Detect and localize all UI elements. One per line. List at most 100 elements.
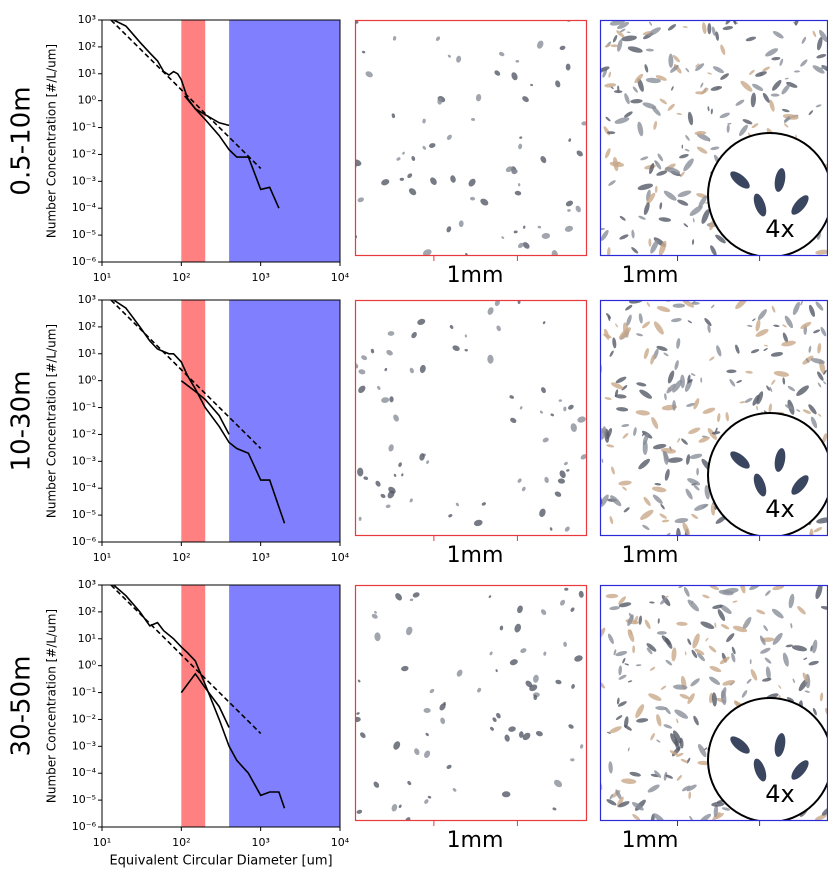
particle — [674, 709, 689, 719]
particle — [720, 73, 730, 80]
particle — [820, 66, 828, 70]
particle — [710, 245, 717, 256]
particle — [450, 175, 456, 183]
particle — [525, 680, 533, 688]
particle — [654, 160, 658, 164]
particle — [802, 672, 809, 683]
particle — [543, 651, 547, 656]
particle — [720, 44, 726, 55]
particle — [713, 805, 719, 818]
band — [181, 300, 206, 542]
particle — [814, 814, 827, 821]
particle — [808, 110, 814, 116]
particle — [622, 486, 627, 491]
particle — [401, 665, 409, 672]
particle — [752, 83, 764, 91]
particle — [715, 234, 726, 244]
particle — [642, 31, 652, 36]
x-tick-label: 10¹ — [93, 551, 111, 564]
particle — [636, 333, 644, 337]
particle — [747, 324, 753, 328]
row-label: 0.5-10m — [7, 86, 37, 195]
particle — [689, 453, 703, 459]
particle — [772, 79, 782, 91]
particle — [691, 301, 700, 305]
particle — [672, 303, 686, 308]
particle — [644, 64, 649, 73]
particle — [446, 134, 452, 140]
particle — [541, 232, 551, 239]
particle — [564, 225, 574, 232]
particle — [632, 645, 636, 654]
particle — [529, 684, 538, 692]
particle — [411, 155, 416, 161]
particle — [549, 527, 553, 531]
particle — [610, 44, 619, 48]
x-tick-label: 10² — [172, 836, 190, 849]
particle — [412, 592, 420, 598]
inset-label: 4x — [765, 780, 794, 808]
inset-circle — [707, 412, 828, 536]
particle — [580, 454, 587, 460]
particle — [666, 383, 676, 394]
particle — [550, 413, 554, 417]
particle — [555, 80, 561, 88]
particle — [690, 373, 696, 376]
particle — [637, 183, 653, 191]
particle — [770, 93, 780, 97]
particle — [422, 249, 432, 256]
x-tick-label: 10² — [172, 271, 190, 284]
particle — [501, 236, 505, 239]
particle — [752, 318, 756, 322]
particle — [686, 379, 693, 384]
particle — [786, 697, 794, 702]
particle — [720, 624, 730, 630]
particle — [389, 396, 394, 403]
image-frame — [354, 19, 588, 257]
particle — [464, 334, 467, 338]
band — [229, 20, 340, 262]
particle — [523, 225, 526, 229]
particle — [488, 595, 492, 599]
particle — [509, 395, 514, 399]
particle — [642, 524, 650, 531]
particle — [692, 218, 695, 223]
particle — [361, 50, 366, 54]
particle — [361, 355, 368, 361]
particle — [648, 238, 652, 247]
particle — [641, 321, 651, 329]
particle — [745, 370, 753, 374]
particle — [674, 517, 689, 524]
particle — [732, 600, 738, 603]
particle — [816, 37, 823, 51]
particle — [498, 51, 505, 57]
particle — [759, 635, 766, 646]
particle — [464, 348, 468, 352]
inset-particle — [753, 758, 767, 782]
particle — [651, 106, 661, 116]
particle — [726, 124, 730, 133]
particle — [477, 687, 482, 693]
particle — [638, 615, 643, 625]
particle — [425, 732, 429, 737]
particle — [816, 54, 827, 59]
particle — [469, 196, 476, 201]
x-tick-label: 10³ — [251, 551, 269, 564]
particle — [673, 684, 688, 690]
particle — [618, 674, 627, 680]
particle — [677, 190, 692, 198]
data-line — [113, 300, 286, 524]
particle — [518, 731, 524, 738]
particle — [651, 416, 659, 429]
band — [181, 585, 206, 827]
scale-label: 1mm — [622, 263, 679, 288]
micrograph: 4x — [600, 300, 828, 536]
particle — [405, 817, 411, 821]
particle — [810, 358, 825, 364]
particle — [751, 123, 759, 129]
particle — [564, 526, 570, 532]
particle — [741, 690, 748, 698]
particle — [496, 712, 501, 719]
y-tick-label: 10¹ — [78, 347, 96, 360]
particle — [709, 676, 721, 685]
